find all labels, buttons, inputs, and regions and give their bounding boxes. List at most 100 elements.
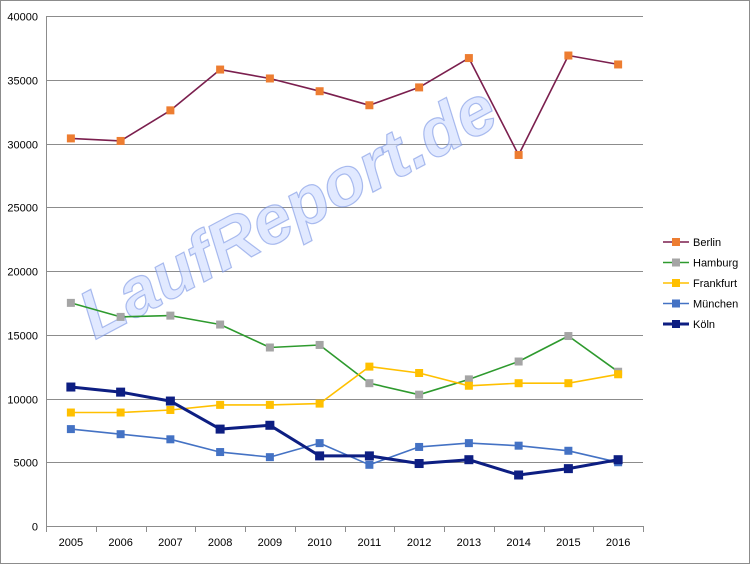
- data-point-frankfurt-2009: [265, 400, 274, 409]
- data-point-hamburg-2015: [564, 332, 573, 341]
- data-point-k-ln-2013: [464, 455, 474, 465]
- data-point-frankfurt-2011: [365, 362, 374, 371]
- legend-label-m-nchen: München: [693, 299, 738, 311]
- x-tick-label-2005: 2005: [59, 537, 83, 549]
- data-point-berlin-2015: [564, 51, 573, 60]
- data-point-hamburg-2008: [216, 320, 225, 329]
- data-point-m-nchen-2010: [315, 439, 324, 448]
- legend-marker-m-nchen: [672, 299, 680, 308]
- data-point-berlin-2007: [166, 106, 175, 115]
- y-tick-label-10000: 10000: [7, 395, 38, 407]
- data-point-frankfurt-2013: [464, 381, 473, 390]
- data-point-k-ln-2005: [66, 382, 76, 392]
- data-point-frankfurt-2008: [216, 400, 225, 409]
- data-point-k-ln-2009: [265, 420, 275, 430]
- data-point-frankfurt-2015: [564, 379, 573, 388]
- series-line-frankfurt: [70, 365, 619, 414]
- series-line-hamburg: [70, 302, 619, 396]
- data-point-berlin-2014: [514, 150, 523, 159]
- data-point-berlin-2011: [365, 101, 374, 110]
- data-point-k-ln-2014: [514, 470, 524, 480]
- data-point-k-ln-2016: [613, 455, 623, 465]
- x-tick-label-2014: 2014: [506, 537, 530, 549]
- data-point-frankfurt-2010: [315, 399, 324, 408]
- data-point-k-ln-2007: [165, 396, 175, 406]
- y-tick-label-0: 0: [32, 522, 38, 534]
- x-tick-label-2010: 2010: [307, 537, 331, 549]
- x-tick-label-2013: 2013: [457, 537, 481, 549]
- x-tick-label-2011: 2011: [358, 537, 382, 549]
- y-tick-label-40000: 40000: [7, 12, 38, 24]
- data-point-berlin-2010: [315, 87, 324, 96]
- series-line-berlin: [70, 54, 619, 156]
- data-point-k-ln-2012: [414, 459, 424, 469]
- x-tick-label-2007: 2007: [158, 537, 182, 549]
- y-tick-label-15000: 15000: [7, 331, 38, 343]
- series-frankfurt: [66, 362, 623, 417]
- data-point-hamburg-2013: [464, 375, 473, 384]
- y-tick-label-20000: 20000: [7, 267, 38, 279]
- data-point-hamburg-2012: [415, 390, 424, 399]
- data-point-frankfurt-2012: [415, 369, 424, 377]
- data-point-frankfurt-2005: [66, 408, 75, 417]
- data-point-k-ln-2006: [116, 387, 126, 397]
- legend-label-hamburg: Hamburg: [693, 258, 738, 270]
- legend-marker-frankfurt: [672, 279, 680, 287]
- data-point-hamburg-2005: [66, 298, 75, 307]
- x-tick-label-2009: 2009: [258, 537, 282, 549]
- data-point-berlin-2009: [265, 74, 274, 83]
- data-point-hamburg-2010: [315, 340, 324, 349]
- data-point-berlin-2012: [415, 83, 424, 92]
- data-point-frankfurt-2016: [614, 370, 623, 379]
- x-tick-label-2008: 2008: [208, 537, 232, 549]
- series-line-k-ln: [70, 385, 619, 477]
- data-point-k-ln-2015: [563, 464, 573, 474]
- series-k-ln: [66, 382, 623, 480]
- series-line-m-nchen: [70, 428, 619, 466]
- data-point-frankfurt-2006: [116, 408, 125, 417]
- y-tick-label-35000: 35000: [7, 76, 38, 88]
- data-point-m-nchen-2012: [415, 442, 424, 451]
- x-tick-label-2016: 2016: [606, 537, 630, 549]
- series-berlin: [66, 51, 623, 159]
- data-point-m-nchen-2007: [166, 435, 175, 444]
- data-point-berlin-2006: [116, 136, 125, 145]
- x-tick-label-2015: 2015: [556, 537, 580, 549]
- data-point-m-nchen-2005: [66, 425, 75, 434]
- y-tick-label-5000: 5000: [14, 458, 38, 470]
- data-point-m-nchen-2006: [116, 430, 125, 439]
- data-point-k-ln-2008: [215, 424, 225, 434]
- x-tick-label-2012: 2012: [407, 537, 431, 549]
- legend-marker-berlin: [672, 238, 680, 246]
- data-point-k-ln-2010: [315, 451, 325, 461]
- x-tick-label-2006: 2006: [108, 537, 132, 549]
- legend-label-berlin: Berlin: [693, 237, 721, 249]
- data-point-m-nchen-2013: [464, 439, 473, 448]
- data-point-hamburg-2011: [365, 379, 374, 388]
- data-point-m-nchen-2008: [216, 448, 225, 457]
- data-point-berlin-2005: [66, 134, 75, 143]
- data-point-hamburg-2014: [514, 357, 523, 366]
- data-point-berlin-2008: [216, 65, 225, 74]
- gridlines: [46, 16, 643, 463]
- legend-marker-hamburg: [672, 258, 680, 267]
- data-point-m-nchen-2011: [365, 460, 374, 469]
- series-m-nchen: [66, 425, 623, 469]
- y-tick-label-25000: 25000: [7, 203, 38, 215]
- y-tick-label-30000: 30000: [7, 140, 38, 152]
- legend-label-frankfurt: Frankfurt: [693, 278, 737, 290]
- watermark-text: LaufReport.de: [66, 70, 509, 353]
- data-point-m-nchen-2014: [514, 441, 523, 450]
- data-point-berlin-2013: [464, 54, 473, 63]
- data-point-hamburg-2007: [166, 311, 175, 320]
- legend-label-k-ln: Köln: [693, 319, 715, 331]
- data-point-frankfurt-2014: [514, 379, 523, 388]
- data-point-m-nchen-2015: [564, 446, 573, 455]
- data-point-hamburg-2006: [116, 312, 125, 321]
- data-point-frankfurt-2007: [166, 405, 175, 414]
- legend-marker-k-ln: [672, 320, 680, 328]
- data-point-m-nchen-2009: [265, 453, 274, 462]
- legend: Berlin Hamburg Frankfurt München Köln: [663, 237, 738, 331]
